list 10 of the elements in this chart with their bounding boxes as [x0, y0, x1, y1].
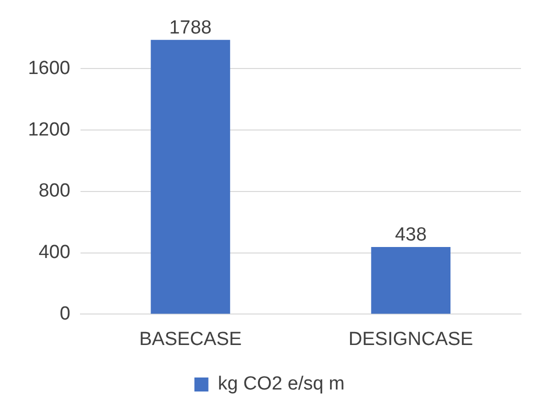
x-tick-label: BASECASE [139, 328, 242, 350]
y-tick-label: 0 [60, 303, 70, 324]
x-tick-label: DESIGNCASE [348, 328, 474, 350]
y-tick-label: 400 [38, 242, 70, 264]
y-tick-label: 800 [38, 180, 70, 202]
y-tick-label: 1600 [28, 58, 70, 79]
y-tick-label: 1200 [28, 119, 70, 140]
data-label: 1788 [169, 18, 212, 39]
data-label: 438 [394, 224, 427, 246]
legend-label: kg CO2 e/sq m [218, 374, 345, 395]
